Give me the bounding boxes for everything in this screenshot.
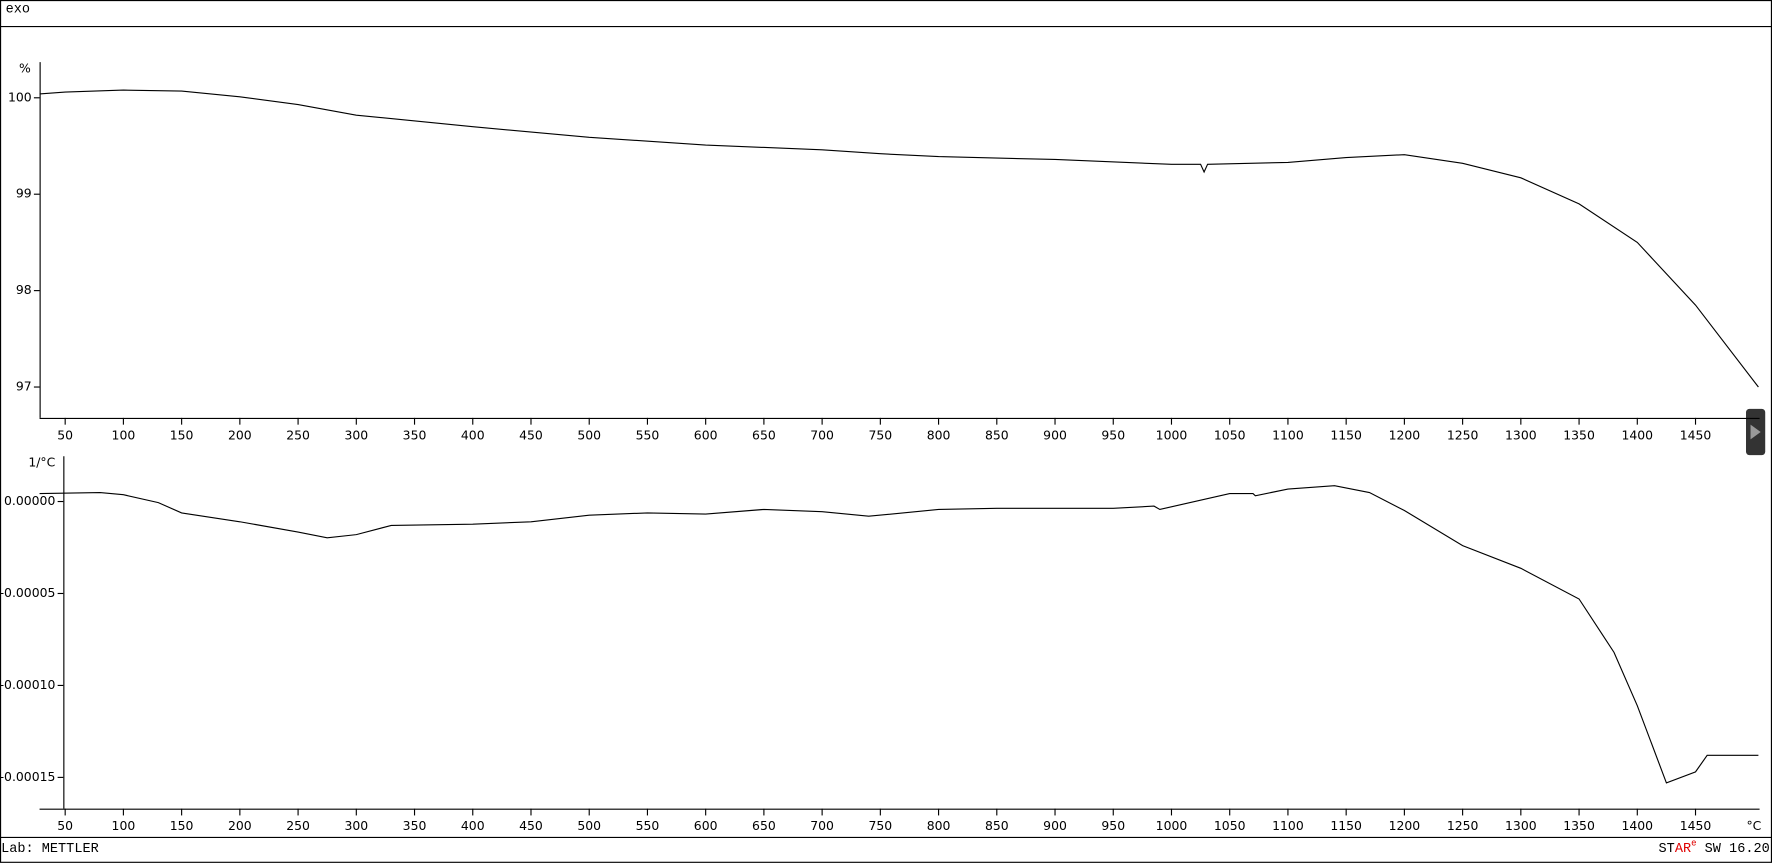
x-tick-label: 100 [112, 427, 136, 442]
x-tick-label: 750 [868, 427, 892, 442]
x-tick-label: 550 [636, 818, 660, 833]
x-tick-label: 1400 [1621, 818, 1653, 833]
x-tick-label: 450 [519, 818, 543, 833]
x-tick-label: 950 [1101, 818, 1125, 833]
x-tick-label: 1350 [1563, 818, 1595, 833]
x-tick-label: 1200 [1389, 818, 1421, 833]
x-tick-label: 800 [927, 427, 951, 442]
x-tick-label: 650 [752, 427, 776, 442]
x-tick-label: 1450 [1680, 427, 1712, 442]
x-tick-label: 950 [1101, 427, 1125, 442]
lab-label: Lab: METTLER [1, 842, 99, 857]
x-tick-label: 400 [461, 427, 485, 442]
x-tick-label: 1300 [1505, 818, 1537, 833]
y-tick-label: 99 [16, 186, 32, 201]
x-tick-label: 850 [985, 818, 1009, 833]
x-tick-label: 250 [286, 818, 310, 833]
y-tick-label: 100 [8, 89, 32, 104]
software-b: AR [1675, 842, 1691, 857]
x-tick-label: 1100 [1272, 818, 1304, 833]
y-tick-label: 0.00000 [4, 493, 55, 508]
x-tick-label: 300 [344, 818, 368, 833]
x-tick-label: 1100 [1272, 427, 1304, 442]
x-tick-label: 350 [403, 818, 427, 833]
x-tick-label: 700 [810, 427, 834, 442]
x-tick-label: 900 [1043, 427, 1067, 442]
x-tick-label: 750 [868, 818, 892, 833]
x-tick-label: 550 [636, 427, 660, 442]
x-tick-label: 1000 [1156, 427, 1188, 442]
x-tick-label: 1050 [1214, 818, 1246, 833]
y-tick-label: 98 [16, 282, 32, 297]
software-label: STARe SW 16.20 [1659, 838, 1770, 857]
x-tick-label: 1250 [1447, 427, 1479, 442]
x-axis-unit: °C [1746, 818, 1761, 833]
software-a: ST [1659, 842, 1675, 857]
panel-toggle-arrow[interactable] [1750, 424, 1761, 440]
exo-label: exo [6, 3, 30, 18]
x-tick-label: 1150 [1330, 818, 1362, 833]
x-tick-label: 400 [461, 818, 485, 833]
x-tick-label: 1400 [1621, 427, 1653, 442]
x-tick-label: 1050 [1214, 427, 1246, 442]
x-tick-label: 200 [228, 818, 252, 833]
y-tick-label: -0.00005 [0, 585, 55, 600]
x-tick-label: 200 [228, 427, 252, 442]
x-tick-label: 600 [694, 818, 718, 833]
x-tick-label: 700 [810, 818, 834, 833]
software-sup: e [1691, 838, 1696, 849]
x-tick-label: 1350 [1563, 427, 1595, 442]
x-tick-label: 500 [577, 427, 601, 442]
x-tick-label: 450 [519, 427, 543, 442]
x-tick-label: 150 [170, 427, 194, 442]
x-tick-label: 600 [694, 427, 718, 442]
software-version: SW 16.20 [1705, 842, 1770, 857]
x-tick-label: 300 [344, 427, 368, 442]
data-line [39, 89, 1759, 388]
x-tick-label: 1300 [1505, 427, 1537, 442]
x-tick-label: 800 [927, 818, 951, 833]
x-tick-label: 1200 [1389, 427, 1421, 442]
x-tick-label: 100 [112, 818, 136, 833]
y-tick-label: 97 [16, 379, 32, 394]
x-tick-label: 250 [286, 427, 310, 442]
x-tick-label: 500 [577, 818, 601, 833]
x-tick-label: 350 [403, 427, 427, 442]
software-version-space [1697, 842, 1705, 857]
y-tick-label: -0.00010 [0, 677, 55, 692]
y-tick-label: -0.00015 [0, 769, 55, 784]
x-tick-label: 900 [1043, 818, 1067, 833]
y-axis-unit: % [19, 60, 31, 75]
x-tick-label: 650 [752, 818, 776, 833]
x-tick-label: 1250 [1447, 818, 1479, 833]
x-tick-label: 850 [985, 427, 1009, 442]
x-tick-label: 50 [57, 818, 73, 833]
data-line [39, 485, 1759, 784]
x-tick-label: 1150 [1330, 427, 1362, 442]
x-tick-label: 50 [57, 427, 73, 442]
x-tick-label: 150 [170, 818, 194, 833]
x-tick-label: 1000 [1156, 818, 1188, 833]
x-tick-label: 1450 [1680, 818, 1712, 833]
y-axis-unit: 1/°C [28, 455, 55, 470]
